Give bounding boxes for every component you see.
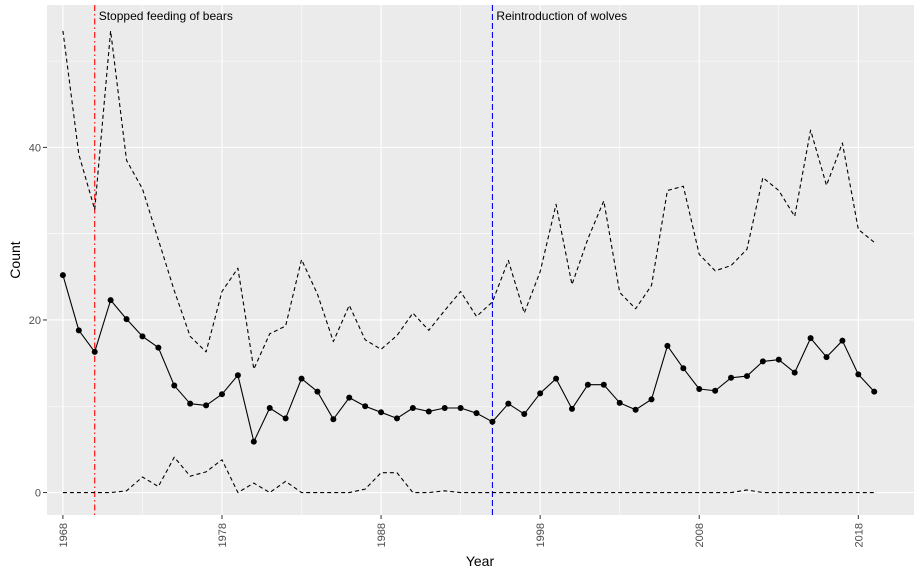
- data-point: [155, 344, 162, 351]
- data-point: [139, 333, 146, 340]
- data-point: [298, 375, 305, 382]
- data-point: [234, 372, 241, 379]
- data-point: [632, 406, 639, 413]
- data-point: [107, 297, 114, 304]
- data-point: [489, 418, 496, 425]
- x-tick-label: 2018: [853, 523, 865, 547]
- x-tick-label: 1988: [376, 523, 388, 547]
- series-layer: [62, 30, 875, 494]
- x-tick-label: 2008: [694, 523, 706, 547]
- data-point: [728, 374, 735, 381]
- data-point: [75, 327, 82, 334]
- data-point: [473, 410, 480, 417]
- data-point: [123, 316, 130, 323]
- reference-line-label: Stopped feeding of bears: [99, 9, 233, 23]
- data-point: [680, 365, 687, 372]
- data-point: [791, 369, 798, 376]
- data-point: [171, 382, 178, 389]
- data-point: [91, 348, 98, 355]
- x-tick-label: 1978: [217, 523, 229, 547]
- x-tick-label: 1998: [535, 523, 547, 547]
- data-point: [839, 337, 846, 344]
- data-point: [775, 356, 782, 363]
- data-point: [600, 381, 607, 388]
- data-point: [616, 399, 623, 406]
- data-point: [218, 391, 225, 398]
- data-point: [425, 408, 432, 415]
- annotations: Stopped feeding of bears Reintroduction o…: [99, 9, 627, 23]
- data-point: [648, 396, 655, 403]
- data-point: [314, 388, 321, 395]
- data-point: [568, 405, 575, 412]
- data-point: [664, 342, 671, 349]
- data-point: [712, 387, 719, 394]
- data-point: [584, 381, 591, 388]
- x-axis-title: Year: [466, 553, 495, 569]
- points-layer: [59, 272, 878, 445]
- data-point: [362, 403, 369, 410]
- data-point: [330, 416, 337, 423]
- series-line-lower-bound: [62, 456, 875, 494]
- y-tick-label: 20: [29, 315, 41, 327]
- data-point: [250, 438, 257, 445]
- data-point: [855, 371, 862, 378]
- data-point: [696, 386, 703, 393]
- x-axis: 1968 1978 1988 1998 2008 2018: [58, 515, 865, 547]
- y-axis-title: Count: [7, 241, 23, 278]
- data-point: [823, 354, 830, 361]
- y-tick-label: 40: [29, 142, 41, 154]
- data-point: [393, 415, 400, 422]
- data-point: [441, 404, 448, 411]
- data-point: [378, 409, 385, 416]
- data-point: [282, 415, 289, 422]
- data-point: [203, 402, 210, 409]
- reference-lines: [94, 5, 493, 515]
- reference-line-label: Reintroduction of wolves: [496, 9, 627, 23]
- plot-panel: [47, 5, 914, 515]
- y-tick-label: 0: [35, 488, 41, 500]
- data-point: [759, 358, 766, 365]
- data-point: [553, 375, 560, 382]
- y-axis: 0 20 40: [29, 142, 47, 500]
- series-line-estimate: [62, 274, 875, 443]
- data-point: [266, 404, 273, 411]
- data-point: [807, 335, 814, 342]
- data-point: [409, 404, 416, 411]
- data-point: [59, 272, 66, 279]
- data-point: [743, 373, 750, 380]
- data-point: [457, 404, 464, 411]
- data-point: [871, 388, 878, 395]
- data-point: [505, 400, 512, 407]
- data-point: [346, 394, 353, 401]
- data-point: [521, 411, 528, 418]
- series-line-upper-bound: [62, 30, 875, 370]
- x-tick-label: 1968: [58, 523, 70, 547]
- data-point: [187, 400, 194, 407]
- data-point: [537, 390, 544, 397]
